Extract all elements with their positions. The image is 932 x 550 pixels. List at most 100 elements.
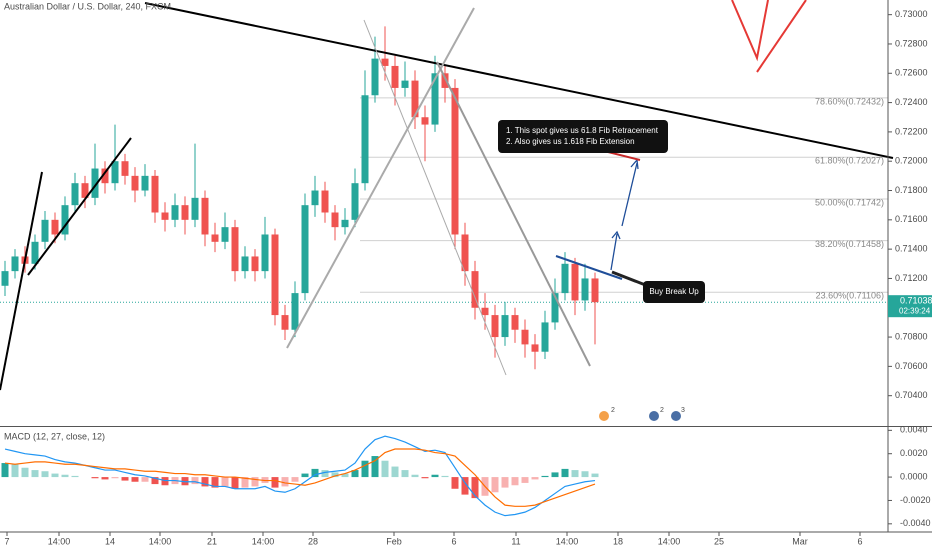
- fib-label: 23.60%(0.71106): [816, 291, 884, 301]
- y-tick-label: 0.72600: [895, 68, 928, 78]
- histogram-bar: [441, 475, 449, 478]
- channel-line: [363, 19, 507, 376]
- histogram-bar: [291, 477, 299, 482]
- candle-body: [481, 307, 489, 316]
- candle-body: [561, 263, 569, 294]
- histogram-bar: [321, 470, 329, 478]
- histogram-bar: [141, 477, 149, 482]
- histogram-bar: [351, 470, 359, 478]
- y-tick-label: 0.71600: [895, 214, 928, 224]
- candle-body: [381, 58, 389, 66]
- labels-layer: 0.704000.706000.708000.710000.712000.714…: [4, 9, 932, 546]
- histogram-bar: [491, 477, 499, 493]
- histogram-bar: [561, 468, 569, 478]
- trend-line: [0, 171, 43, 391]
- trend-line: [144, 2, 894, 159]
- candle-body: [261, 234, 269, 272]
- x-tick-label: 6: [857, 536, 862, 546]
- candle-body: [421, 117, 429, 125]
- histogram-bar: [401, 470, 409, 478]
- y-tick-label: 0.73000: [895, 9, 928, 19]
- candle-body: [31, 241, 39, 264]
- x-tick-label: Feb: [386, 536, 402, 546]
- x-tick-label: 7: [4, 536, 9, 546]
- x-tick-label: 14:00: [658, 536, 681, 546]
- candle-body: [81, 183, 89, 198]
- candle-body: [271, 234, 279, 316]
- histogram-bar: [341, 473, 349, 478]
- y-tick-label: 0.0020: [900, 448, 928, 458]
- candle-body: [591, 278, 599, 303]
- candle-body: [351, 183, 359, 220]
- candle-body: [321, 190, 329, 213]
- histogram-bar: [511, 477, 519, 486]
- candle-body: [311, 190, 319, 206]
- histogram-bar: [61, 474, 69, 478]
- x-tick-label: 11: [511, 536, 520, 546]
- candle-body: [141, 175, 149, 191]
- channel-line: [436, 61, 591, 367]
- candle-body: [301, 205, 309, 294]
- histogram-bar: [21, 467, 29, 478]
- histogram-bar: [91, 477, 99, 479]
- histogram-bar: [381, 460, 389, 478]
- callout-box: [643, 281, 705, 303]
- last-price-label: 0.71038: [900, 296, 932, 306]
- histogram-bar: [421, 477, 429, 479]
- y-tick-label: 0.72200: [895, 126, 928, 136]
- candle-body: [471, 271, 479, 308]
- histogram-bar: [451, 477, 459, 489]
- histogram-bar: [271, 477, 279, 488]
- histogram-bar: [391, 466, 399, 478]
- callout-box: [498, 120, 668, 153]
- candle-body: [1, 271, 9, 286]
- candle-body: [571, 263, 579, 301]
- histogram-bar: [51, 473, 59, 478]
- fib-label: 78.60%(0.72432): [815, 96, 884, 106]
- histogram-bar: [1, 463, 9, 478]
- histogram-bar: [101, 477, 109, 480]
- candle-body: [501, 315, 509, 338]
- candle-body: [111, 161, 119, 184]
- candle-body: [401, 80, 409, 88]
- annotation: 2. Also gives us 1.618 Fib Extension: [506, 137, 635, 146]
- y-tick-label: 0.71400: [895, 244, 928, 254]
- candle-body: [41, 219, 49, 242]
- histogram-bar: [331, 472, 339, 478]
- histogram-bar: [241, 477, 249, 488]
- candle-body: [171, 205, 179, 220]
- candle-body: [91, 168, 99, 198]
- candle-body: [201, 197, 209, 235]
- candle-body: [551, 293, 559, 323]
- candle-body: [241, 256, 249, 272]
- v-mark: [731, 0, 807, 73]
- events: 2 2 3: [599, 407, 685, 421]
- y-tick-label: -0.0040: [900, 518, 931, 528]
- candle-body: [391, 65, 399, 88]
- histogram-bar: [221, 477, 229, 487]
- candle-body: [541, 322, 549, 352]
- histogram-bar: [211, 477, 219, 488]
- candle-body: [71, 183, 79, 206]
- y-tick-label: 0.70600: [895, 361, 928, 371]
- grid-layer: [0, 14, 892, 536]
- histogram-bar: [461, 477, 469, 495]
- histogram-bar: [111, 477, 119, 479]
- histogram-bar: [31, 470, 39, 478]
- histogram-bar: [551, 472, 559, 478]
- histogram-bar: [301, 473, 309, 478]
- x-tick-label: 14:00: [149, 536, 172, 546]
- candle-body: [181, 205, 189, 220]
- histogram-bar: [581, 471, 589, 478]
- histogram-bar: [231, 477, 239, 489]
- candle-body: [581, 278, 589, 301]
- candle-body: [281, 315, 289, 330]
- candle-body: [291, 293, 299, 330]
- break-line: [555, 255, 623, 280]
- y-tick-label: 0.70800: [895, 331, 928, 341]
- candle-body: [211, 234, 219, 242]
- x-tick-label: Mar: [792, 536, 808, 546]
- candle-body: [11, 256, 19, 272]
- event-icon: [599, 411, 609, 421]
